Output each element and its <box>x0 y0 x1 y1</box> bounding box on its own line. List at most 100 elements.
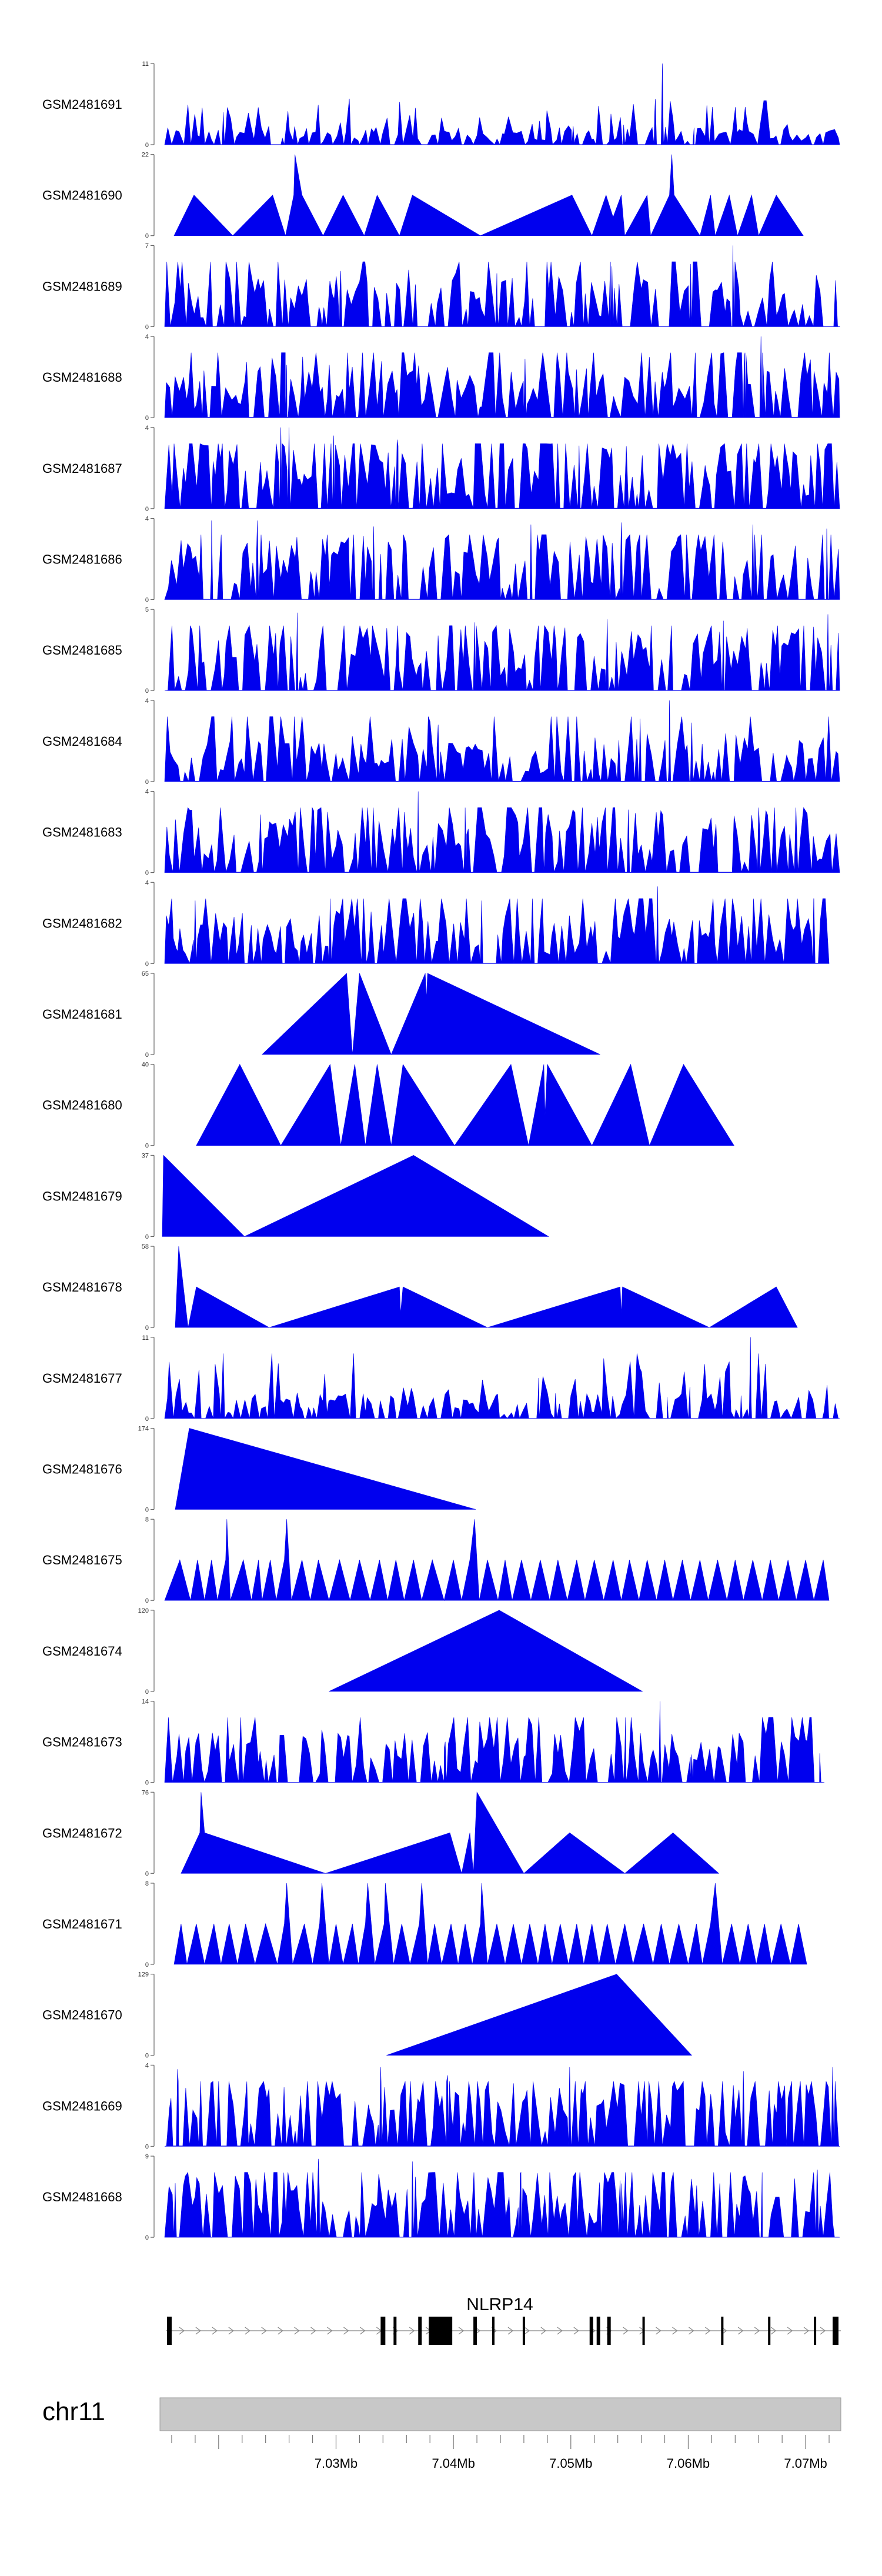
y-tick-zero-label: 0 <box>145 1780 149 1787</box>
exon <box>522 2317 525 2345</box>
track-GSM2481687: GSM2481687 4 0 <box>42 425 840 513</box>
exon <box>607 2317 611 2345</box>
track-label: GSM2481668 <box>42 2190 122 2204</box>
y-tick-max-label: 174 <box>138 1426 149 1433</box>
track-label: GSM2481671 <box>42 1917 122 1931</box>
strand-arrow <box>754 2327 760 2335</box>
strand-arrow <box>705 2327 711 2335</box>
y-tick-max-label: 5 <box>145 606 149 613</box>
strand-arrow <box>327 2327 333 2335</box>
strand-arrow <box>261 2327 267 2335</box>
y-tick-max-label: 76 <box>142 1789 149 1796</box>
y-tick-zero-label: 0 <box>145 1143 149 1150</box>
strand-arrow <box>212 2327 218 2335</box>
track-GSM2481674: GSM2481674 120 0 <box>42 1607 643 1696</box>
y-tick-max-label: 4 <box>145 2062 149 2069</box>
exon <box>393 2317 397 2345</box>
track-GSM2481676: GSM2481676 174 0 <box>42 1426 476 1514</box>
exon <box>473 2317 477 2345</box>
y-tick-zero-label: 0 <box>145 597 149 604</box>
track-label: GSM2481677 <box>42 1371 122 1386</box>
y-tick-max-label: 4 <box>145 698 149 705</box>
coverage-area <box>164 336 840 418</box>
coverage-area <box>164 520 840 600</box>
coverage-area <box>164 2158 840 2238</box>
track-GSM2481681: GSM2481681 65 0 <box>42 970 600 1059</box>
coverage-area <box>164 427 840 509</box>
strand-arrow <box>195 2327 201 2335</box>
coverage-tracks: GSM2481691110GSM2481690220GSM248168970GS… <box>42 61 840 2241</box>
track-GSM2481680: GSM2481680 40 0 <box>42 1062 734 1150</box>
y-tick-zero-label: 0 <box>145 2143 149 2150</box>
strand-arrow <box>737 2327 744 2335</box>
strand-arrow <box>623 2327 629 2335</box>
exon <box>814 2317 817 2345</box>
ideogram-track: chr11 7.03Mb 7.04Mb 7.05Mb 7.06Mb 7.07Mb <box>42 2397 841 2471</box>
strand-arrow <box>573 2327 579 2335</box>
y-tick-zero-label: 0 <box>145 1597 149 1604</box>
y-tick-max-label: 37 <box>142 1152 149 1159</box>
track-label: GSM2481687 <box>42 461 122 476</box>
track-label: GSM2481676 <box>42 1462 122 1477</box>
y-tick-max-label: 4 <box>145 879 149 886</box>
y-tick-zero-label: 0 <box>145 506 149 513</box>
strand-arrow <box>524 2327 530 2335</box>
y-tick-max-label: 9 <box>145 2153 149 2160</box>
strand-arrow <box>310 2327 316 2335</box>
track-GSM2481670: GSM2481670 129 0 <box>42 1971 693 2060</box>
strand-arrow <box>672 2327 678 2335</box>
exon <box>589 2317 593 2345</box>
y-tick-zero-label: 0 <box>145 960 149 967</box>
exon <box>721 2317 724 2345</box>
track-label: GSM2481680 <box>42 1098 122 1113</box>
coverage-area <box>173 1883 807 1965</box>
strand-arrow <box>360 2327 366 2335</box>
track-label: GSM2481682 <box>42 916 122 930</box>
track-label: GSM2481683 <box>42 825 122 840</box>
coverage-area <box>173 154 804 236</box>
coverage-area <box>164 1519 830 1601</box>
track-GSM2481679: GSM2481679 37 0 <box>42 1152 549 1240</box>
track-label: GSM2481681 <box>42 1007 122 1022</box>
track-label: GSM2481688 <box>42 370 122 385</box>
y-tick-max-label: 11 <box>142 61 149 68</box>
strand-arrow <box>656 2327 662 2335</box>
strand-arrow <box>770 2327 777 2335</box>
y-tick-max-label: 14 <box>142 1699 149 1706</box>
track-label: GSM2481670 <box>42 2008 122 2023</box>
y-tick-max-label: 8 <box>145 1516 149 1523</box>
gene-model <box>165 2317 841 2345</box>
strand-arrow <box>245 2327 250 2335</box>
strand-arrow <box>179 2327 185 2335</box>
y-tick-zero-label: 0 <box>145 2234 149 2241</box>
y-tick-zero-label: 0 <box>145 1052 149 1059</box>
y-tick-max-label: 40 <box>142 1062 149 1069</box>
x-tick-label: 7.03Mb <box>315 2456 358 2471</box>
coverage-area <box>175 1246 798 1328</box>
strand-arrow <box>278 2327 283 2335</box>
track-GSM2481673: GSM2481673 14 0 <box>42 1699 825 1787</box>
coverage-area <box>164 886 830 964</box>
coverage-area <box>164 63 840 145</box>
exon <box>492 2317 495 2345</box>
exon <box>596 2317 600 2345</box>
track-label: GSM2481669 <box>42 2098 122 2113</box>
y-tick-zero-label: 0 <box>145 870 149 877</box>
exon <box>833 2317 839 2345</box>
coverage-area <box>329 1610 643 1692</box>
x-tick-label: 7.05Mb <box>549 2456 592 2471</box>
coverage-area <box>164 612 840 691</box>
exon <box>642 2317 645 2345</box>
x-tick-label: 7.07Mb <box>784 2456 827 2471</box>
track-GSM2481688: GSM2481688 4 0 <box>42 333 840 422</box>
strand-arrow <box>540 2327 546 2335</box>
track-label: GSM2481679 <box>42 1189 122 1203</box>
exon <box>166 2317 172 2345</box>
x-tick-label: 7.04Mb <box>432 2456 475 2471</box>
coverage-area <box>164 1337 840 1419</box>
y-tick-max-label: 22 <box>142 152 149 159</box>
y-tick-zero-label: 0 <box>145 1870 149 1877</box>
coverage-area <box>164 2067 840 2147</box>
coverage-area <box>164 700 840 782</box>
